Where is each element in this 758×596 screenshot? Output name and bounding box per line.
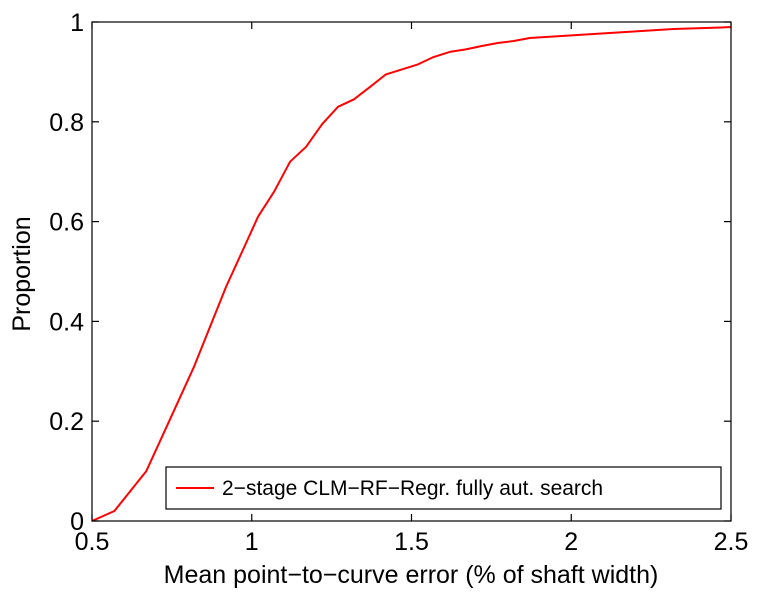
axes: 0.5 1 1.5 2 2.5 0 0.2 0.4 0.6 0.8 1 [49, 9, 748, 556]
legend: 2−stage CLM−RF−Regr. fully aut. search [165, 466, 722, 510]
y-tick-label: 0.4 [49, 308, 84, 336]
x-tick-label: 0.5 [75, 528, 110, 556]
y-axis-label: Proportion [8, 216, 36, 331]
plot-area [91, 26, 732, 522]
y-tick-label: 0 [70, 508, 84, 536]
axes-box [91, 21, 732, 522]
x-tick-label: 2.5 [714, 528, 749, 556]
x-axis-label: Mean point−to−curve error (% of shaft wi… [164, 561, 659, 589]
x-tick-label: 1 [245, 528, 259, 556]
x-tick-label: 2 [564, 528, 578, 556]
legend-box [165, 466, 722, 510]
y-tick-label: 0.2 [49, 408, 84, 436]
legend-label: 2−stage CLM−RF−Regr. fully aut. search [222, 477, 603, 500]
y-tick-label: 1 [70, 9, 84, 37]
y-tick-label: 0.8 [49, 109, 84, 137]
series-line [91, 26, 732, 522]
x-tick-label: 1.5 [394, 528, 429, 556]
axis-labels: Mean point−to−curve error (% of shaft wi… [8, 216, 658, 589]
y-tick-label: 0.6 [49, 209, 84, 237]
